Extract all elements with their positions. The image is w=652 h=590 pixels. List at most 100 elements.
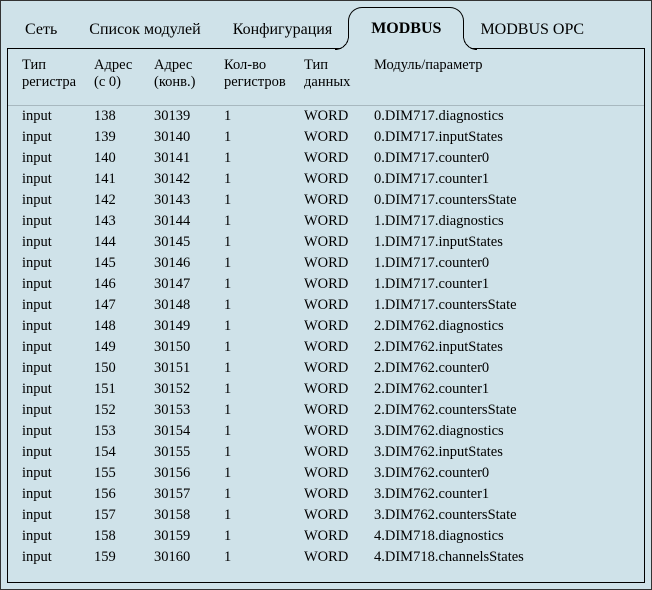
tab-modbus[interactable]: MODBUS	[348, 7, 464, 50]
col-header-addrc[interactable]: Адрес (конв.)	[148, 49, 218, 106]
table-row[interactable]: input146301471WORD1.DIM717.counter1	[8, 274, 644, 295]
table-row[interactable]: input139301401WORD0.DIM717.inputStates	[8, 127, 644, 148]
table-row[interactable]: input142301431WORD0.DIM717.countersState	[8, 190, 644, 211]
cell-regtype: input	[8, 337, 88, 358]
tab-modules[interactable]: Список модулей	[73, 11, 216, 49]
cell-addrc: 30145	[148, 232, 218, 253]
table-row[interactable]: input144301451WORD1.DIM717.inputStates	[8, 232, 644, 253]
cell-regtype: input	[8, 463, 88, 484]
table-row[interactable]: input154301551WORD3.DIM762.inputStates	[8, 442, 644, 463]
cell-module: 0.DIM717.counter1	[368, 169, 644, 190]
cell-addrc: 30155	[148, 442, 218, 463]
cell-addrc: 30151	[148, 358, 218, 379]
cell-count: 1	[218, 127, 298, 148]
cell-count: 1	[218, 148, 298, 169]
table-row[interactable]: input149301501WORD2.DIM762.inputStates	[8, 337, 644, 358]
cell-dtype: WORD	[298, 169, 368, 190]
table-row[interactable]: input148301491WORD2.DIM762.diagnostics	[8, 316, 644, 337]
cell-count: 1	[218, 526, 298, 547]
cell-count: 1	[218, 442, 298, 463]
table-row[interactable]: input143301441WORD1.DIM717.diagnostics	[8, 211, 644, 232]
cell-count: 1	[218, 106, 298, 128]
cell-addrc: 30144	[148, 211, 218, 232]
cell-addrc: 30152	[148, 379, 218, 400]
cell-addr0: 157	[88, 505, 148, 526]
cell-addr0: 153	[88, 421, 148, 442]
table-row[interactable]: input157301581WORD3.DIM762.countersState	[8, 505, 644, 526]
cell-regtype: input	[8, 274, 88, 295]
tab-net[interactable]: Сеть	[9, 11, 73, 49]
table-row[interactable]: input150301511WORD2.DIM762.counter0	[8, 358, 644, 379]
cell-count: 1	[218, 463, 298, 484]
cell-regtype: input	[8, 148, 88, 169]
cell-regtype: input	[8, 211, 88, 232]
cell-module: 3.DIM762.counter0	[368, 463, 644, 484]
cell-dtype: WORD	[298, 379, 368, 400]
table-row[interactable]: input155301561WORD3.DIM762.counter0	[8, 463, 644, 484]
tab-opc[interactable]: MODBUS OPC	[464, 11, 600, 49]
cell-addrc: 30139	[148, 106, 218, 128]
cell-dtype: WORD	[298, 421, 368, 442]
cell-dtype: WORD	[298, 253, 368, 274]
table-row[interactable]: input159301601WORD4.DIM718.channelsState…	[8, 547, 644, 568]
table-row[interactable]: input156301571WORD3.DIM762.counter1	[8, 484, 644, 505]
cell-dtype: WORD	[298, 337, 368, 358]
cell-dtype: WORD	[298, 358, 368, 379]
cell-addr0: 155	[88, 463, 148, 484]
cell-module: 2.DIM762.counter1	[368, 379, 644, 400]
table-row[interactable]: input138301391WORD0.DIM717.diagnostics	[8, 106, 644, 128]
cell-count: 1	[218, 547, 298, 568]
cell-addr0: 142	[88, 190, 148, 211]
cell-regtype: input	[8, 169, 88, 190]
table-row[interactable]: input153301541WORD3.DIM762.diagnostics	[8, 421, 644, 442]
table-row[interactable]: input151301521WORD2.DIM762.counter1	[8, 379, 644, 400]
cell-regtype: input	[8, 526, 88, 547]
cell-addrc: 30153	[148, 400, 218, 421]
cell-module: 4.DIM718.channelsStates	[368, 547, 644, 568]
cell-module: 2.DIM762.diagnostics	[368, 316, 644, 337]
cell-regtype: input	[8, 316, 88, 337]
cell-dtype: WORD	[298, 442, 368, 463]
cell-dtype: WORD	[298, 211, 368, 232]
cell-addrc: 30158	[148, 505, 218, 526]
cell-count: 1	[218, 400, 298, 421]
cell-dtype: WORD	[298, 106, 368, 128]
cell-addrc: 30142	[148, 169, 218, 190]
table-row[interactable]: input140301411WORD0.DIM717.counter0	[8, 148, 644, 169]
col-header-module[interactable]: Модуль/параметр	[368, 49, 644, 106]
modbus-panel[interactable]: Тип регистраАдрес (с 0)Адрес (конв.)Кол-…	[7, 48, 645, 583]
cell-addr0: 140	[88, 148, 148, 169]
cell-regtype: input	[8, 127, 88, 148]
cell-module: 3.DIM762.diagnostics	[368, 421, 644, 442]
table-row[interactable]: input152301531WORD2.DIM762.countersState	[8, 400, 644, 421]
cell-addr0: 145	[88, 253, 148, 274]
cell-addr0: 143	[88, 211, 148, 232]
cell-addr0: 144	[88, 232, 148, 253]
table-row[interactable]: input158301591WORD4.DIM718.diagnostics	[8, 526, 644, 547]
cell-addrc: 30157	[148, 484, 218, 505]
cell-count: 1	[218, 190, 298, 211]
cell-addr0: 139	[88, 127, 148, 148]
cell-module: 1.DIM717.inputStates	[368, 232, 644, 253]
col-header-count[interactable]: Кол-во регистров	[218, 49, 298, 106]
cell-addr0: 156	[88, 484, 148, 505]
table-row[interactable]: input147301481WORD1.DIM717.countersState	[8, 295, 644, 316]
cell-count: 1	[218, 316, 298, 337]
tab-config[interactable]: Конфигурация	[217, 11, 349, 49]
col-header-addr0[interactable]: Адрес (с 0)	[88, 49, 148, 106]
cell-count: 1	[218, 211, 298, 232]
table-row[interactable]: input145301461WORD1.DIM717.counter0	[8, 253, 644, 274]
cell-addr0: 152	[88, 400, 148, 421]
cell-regtype: input	[8, 190, 88, 211]
cell-dtype: WORD	[298, 463, 368, 484]
cell-regtype: input	[8, 379, 88, 400]
col-header-regtype[interactable]: Тип регистра	[8, 49, 88, 106]
col-header-dtype[interactable]: Тип данных	[298, 49, 368, 106]
cell-addr0: 148	[88, 316, 148, 337]
registers-table: Тип регистраАдрес (с 0)Адрес (конв.)Кол-…	[8, 49, 644, 568]
cell-count: 1	[218, 484, 298, 505]
table-row[interactable]: input141301421WORD0.DIM717.counter1	[8, 169, 644, 190]
cell-module: 3.DIM762.counter1	[368, 484, 644, 505]
cell-module: 0.DIM717.countersState	[368, 190, 644, 211]
cell-count: 1	[218, 274, 298, 295]
